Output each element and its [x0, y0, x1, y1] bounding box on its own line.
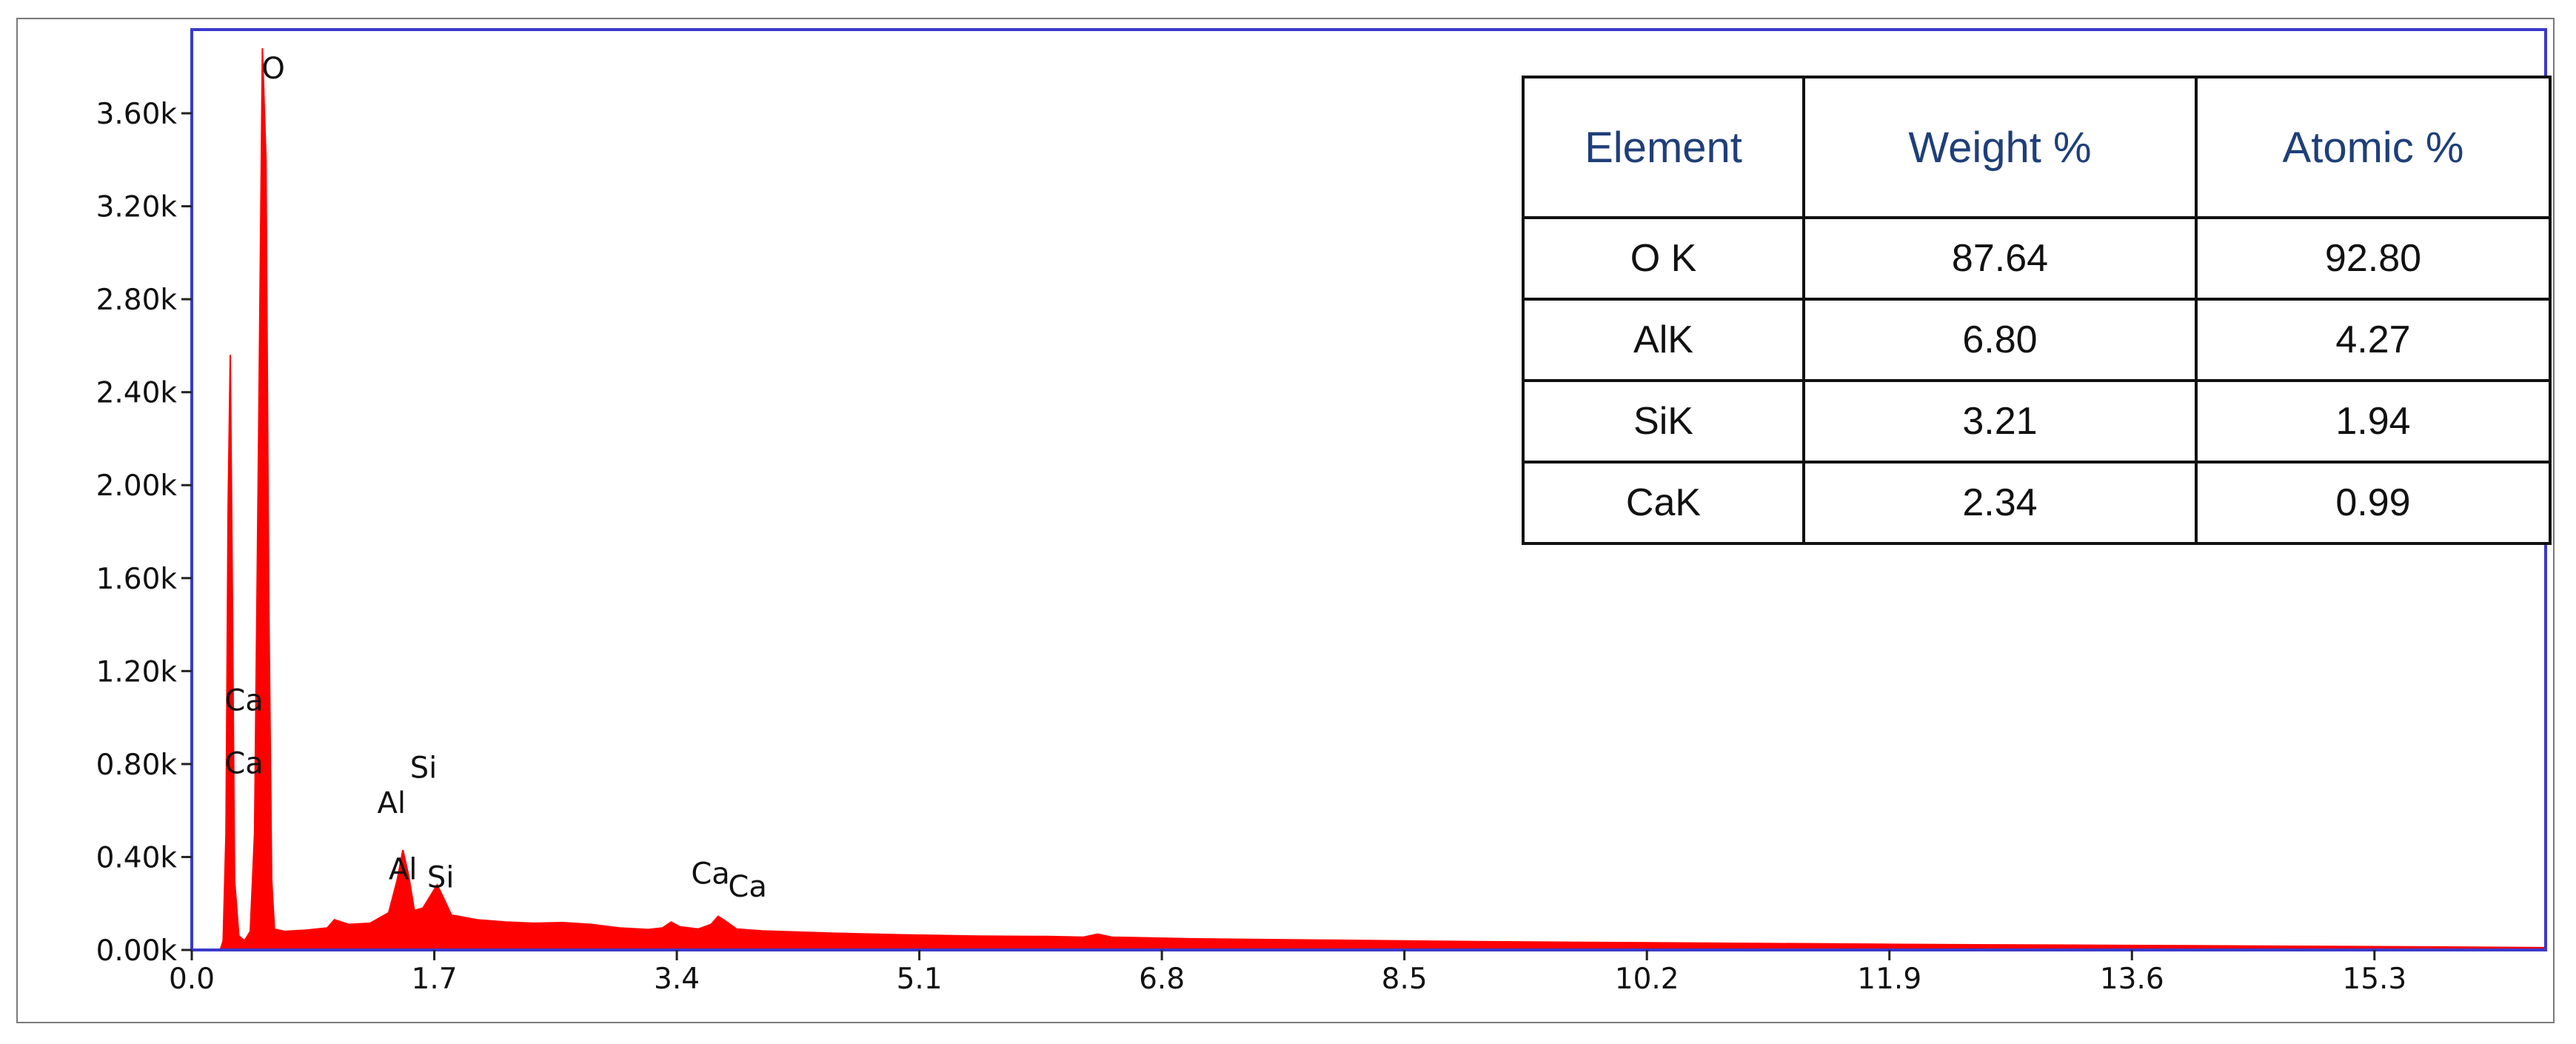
x-tick-label: 3.4 [654, 963, 700, 996]
y-tick-label: 2.80k [96, 284, 178, 317]
axis-layer: 0.0 1.7 3.4 5.1 6.8 8.5 10.2 11.9 13.6 15.3 0.00k 0… [96, 28, 2547, 996]
y-tick-label: 0.40k [96, 841, 178, 874]
x-tick-label: 0.0 [169, 963, 215, 996]
eds-spectrum-chart: 0.0 1.7 3.4 5.1 6.8 8.5 10.2 11.9 13.6 15.3 0.00k 0… [96, 28, 2547, 996]
cell-element: AlK [1522, 298, 1805, 382]
y-tick-label: 3.20k [96, 191, 178, 224]
y-tick-label: 0.80k [96, 749, 178, 782]
y-tick-label: 0.00k [96, 934, 178, 968]
x-tick-label: 11.9 [1857, 963, 1921, 996]
x-tick-label: 1.7 [412, 963, 458, 996]
cell-atomic: 92.80 [2195, 216, 2552, 301]
cell-weight: 6.80 [1802, 298, 2198, 382]
x-tick-label: 5.1 [897, 963, 943, 996]
table-row: O K 87.64 92.80 [1522, 216, 2552, 301]
header-element: Element [1522, 76, 1805, 219]
cell-weight: 3.21 [1802, 379, 2198, 464]
x-tick-label: 15.3 [2342, 963, 2406, 996]
header-atomic-percent: Atomic % [2195, 76, 2552, 219]
cell-element: SiK [1522, 379, 1805, 464]
y-tick-label: 2.00k [96, 469, 178, 503]
peak-label: Ca [728, 870, 766, 904]
cell-weight: 2.34 [1802, 461, 2198, 545]
x-tick-label: 8.5 [1382, 963, 1428, 996]
x-tick-label: 10.2 [1615, 963, 1679, 996]
table-row: SiK 3.21 1.94 [1522, 379, 2552, 464]
peak-label: O [261, 52, 284, 86]
peak-label: Si [410, 752, 438, 786]
spectrum-area [219, 48, 2546, 951]
header-weight-percent: Weight % [1802, 76, 2198, 219]
peak-label: Ca [224, 746, 263, 780]
composition-table: Element Weight % Atomic % O K 87.64 92.8… [1522, 76, 2552, 545]
cell-atomic: 0.99 [2195, 461, 2552, 545]
cell-atomic: 4.27 [2195, 298, 2552, 382]
x-tick-label: 13.6 [2100, 963, 2164, 996]
table-row: AlK 6.80 4.27 [1522, 298, 2552, 382]
cell-weight: 87.64 [1802, 216, 2198, 301]
y-tick-label: 1.20k [96, 655, 178, 689]
peak-label: Ca [691, 857, 729, 891]
y-tick-label: 1.60k [96, 563, 178, 596]
peak-label: Al [377, 786, 405, 820]
y-tick-label: 2.40k [96, 377, 178, 410]
peak-label: Al [389, 852, 417, 886]
peak-label: Ca [224, 684, 263, 718]
y-tick-label: 3.60k [96, 98, 178, 131]
x-tick-label: 6.8 [1139, 963, 1185, 996]
figure-frame: 0.0 1.7 3.4 5.1 6.8 8.5 10.2 11.9 13.6 15.3 0.00k 0… [16, 18, 2555, 1023]
cell-element: CaK [1522, 461, 1805, 545]
table-row: CaK 2.34 0.99 [1522, 461, 2552, 545]
table-header-row: Element Weight % Atomic % [1522, 76, 2552, 219]
cell-atomic: 1.94 [2195, 379, 2552, 464]
spectrum-layer [219, 48, 2546, 951]
peak-label: Si [427, 860, 455, 894]
cell-element: O K [1522, 216, 1805, 301]
